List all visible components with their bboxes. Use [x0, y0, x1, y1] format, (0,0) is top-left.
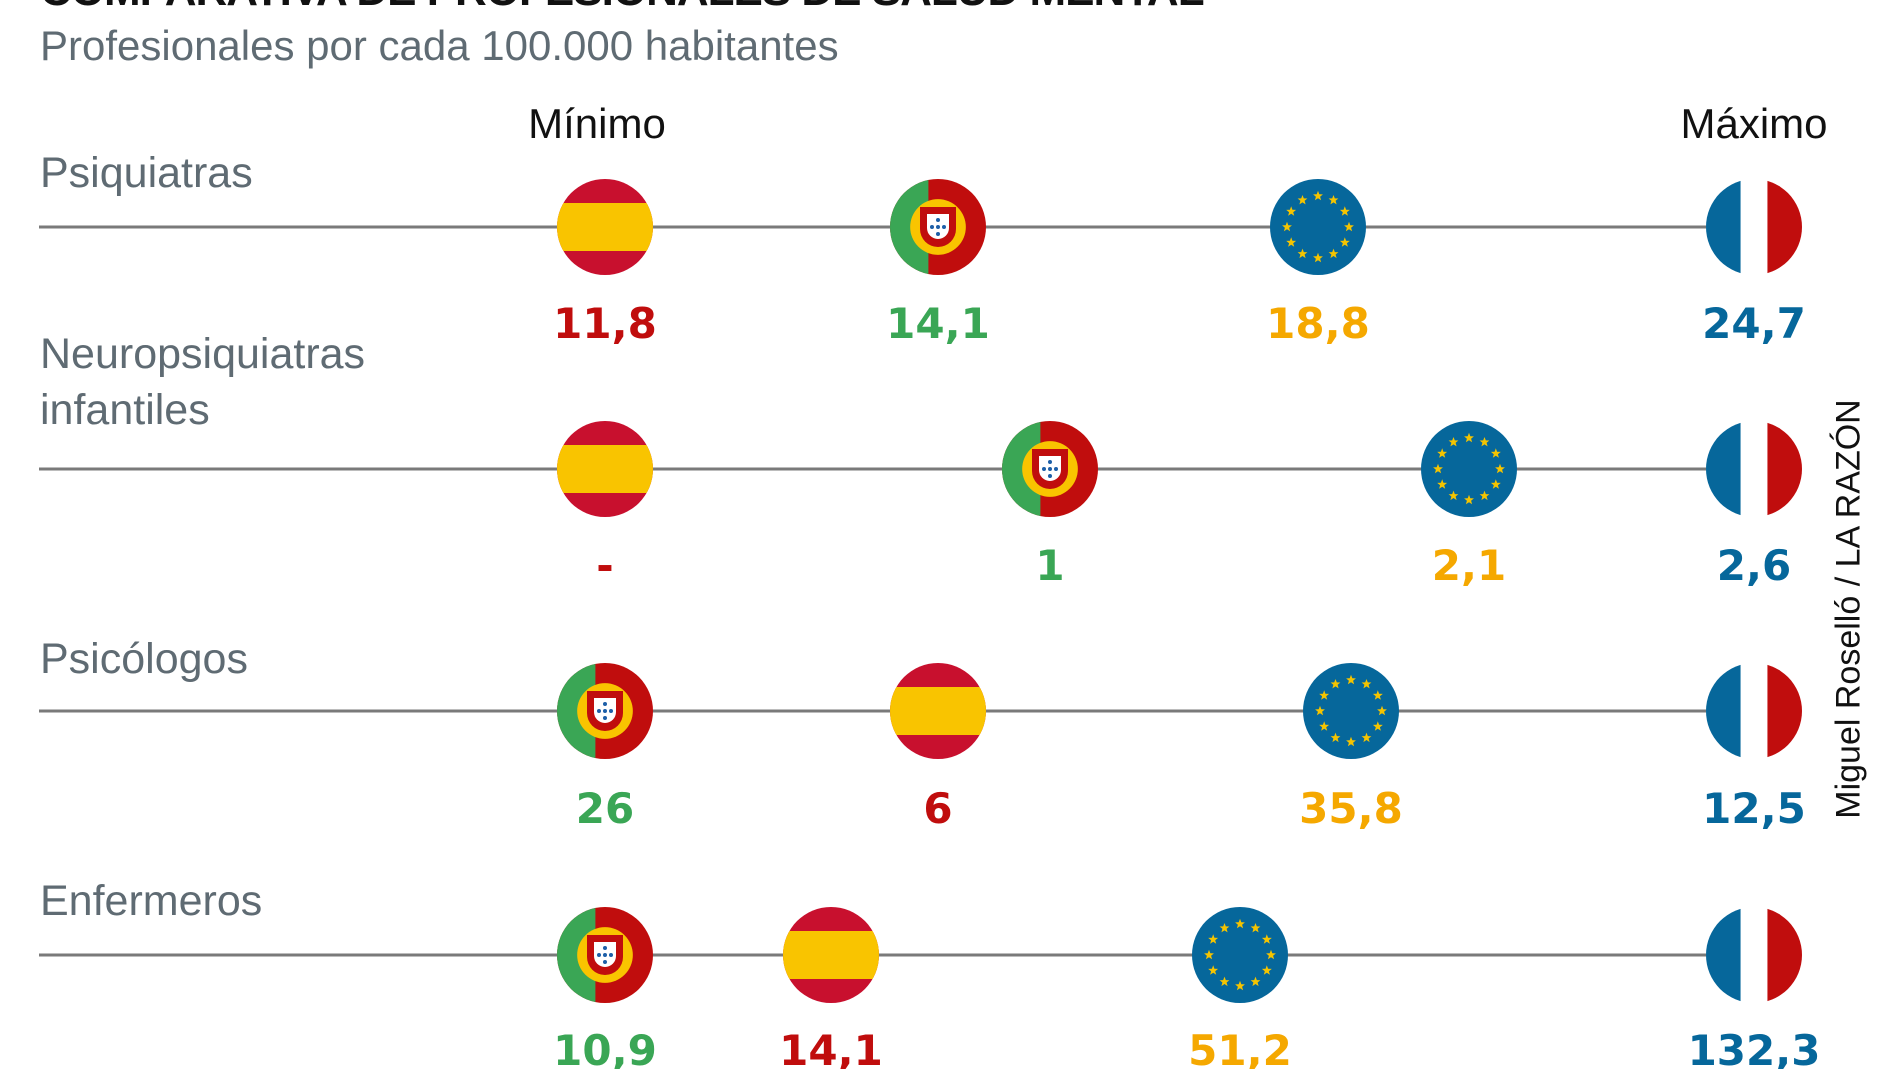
value-label: 14,1 — [779, 1026, 883, 1069]
value-label: 1 — [1035, 541, 1064, 590]
france-flag-icon — [1706, 907, 1802, 1003]
france-flag-icon — [1706, 421, 1802, 517]
value-label: 14,1 — [886, 299, 990, 348]
portugal-flag-icon — [890, 179, 986, 275]
spain-flag-icon — [557, 421, 653, 517]
portugal-flag-icon — [557, 907, 653, 1003]
chart-subtitle: Profesionales por cada 100.000 habitante… — [40, 22, 839, 69]
france-flag-icon — [1706, 179, 1802, 275]
spain-flag-icon — [890, 663, 986, 759]
row-label-infantiles: infantiles — [40, 386, 210, 434]
portugal-flag-icon — [1002, 421, 1098, 517]
value-label: 51,2 — [1188, 1026, 1292, 1069]
value-label: 18,8 — [1266, 299, 1370, 348]
value-label: 11,8 — [553, 299, 657, 348]
spain-flag-icon — [557, 179, 653, 275]
value-label: 24,7 — [1702, 299, 1806, 348]
value-label: 2,6 — [1717, 541, 1791, 590]
eu-flag-icon — [1270, 179, 1366, 275]
row-3: 10,9 14,1 51,2 132,3 — [39, 907, 1820, 1069]
value-label: 35,8 — [1299, 784, 1403, 833]
value-label: - — [596, 541, 613, 590]
value-label: 6 — [923, 784, 952, 833]
row-label-enfermeros: Enfermeros — [40, 877, 263, 925]
header-minimo: Mínimo — [528, 100, 666, 147]
row-label-psiquiatras: Psiquiatras — [40, 149, 253, 197]
value-label: 10,9 — [553, 1026, 657, 1069]
eu-flag-icon — [1421, 421, 1517, 517]
row-2: 26 6 35,8 12,5 — [39, 663, 1806, 833]
france-flag-icon — [1706, 663, 1802, 759]
value-label: 132,3 — [1688, 1026, 1821, 1069]
eu-flag-icon — [1192, 907, 1288, 1003]
value-label: 26 — [576, 784, 634, 833]
spain-flag-icon — [783, 907, 879, 1003]
row-label-psicologos: Psicólogos — [40, 635, 248, 683]
value-label: 12,5 — [1702, 784, 1806, 833]
chart-title: COMPARATIVA DE PROFESIONALES DE SALUD ME… — [40, 0, 1205, 16]
header-maximo: Máximo — [1680, 100, 1828, 147]
value-label: 2,1 — [1432, 541, 1506, 590]
row-0: 11,8 14,1 18,8 24,7 — [39, 179, 1806, 348]
row-1: - 1 2,1 2,6 — [39, 421, 1802, 590]
eu-flag-icon — [1303, 663, 1399, 759]
row-label-neuropsiquiatras: Neuropsiquiatras — [40, 330, 366, 378]
portugal-flag-icon — [557, 663, 653, 759]
